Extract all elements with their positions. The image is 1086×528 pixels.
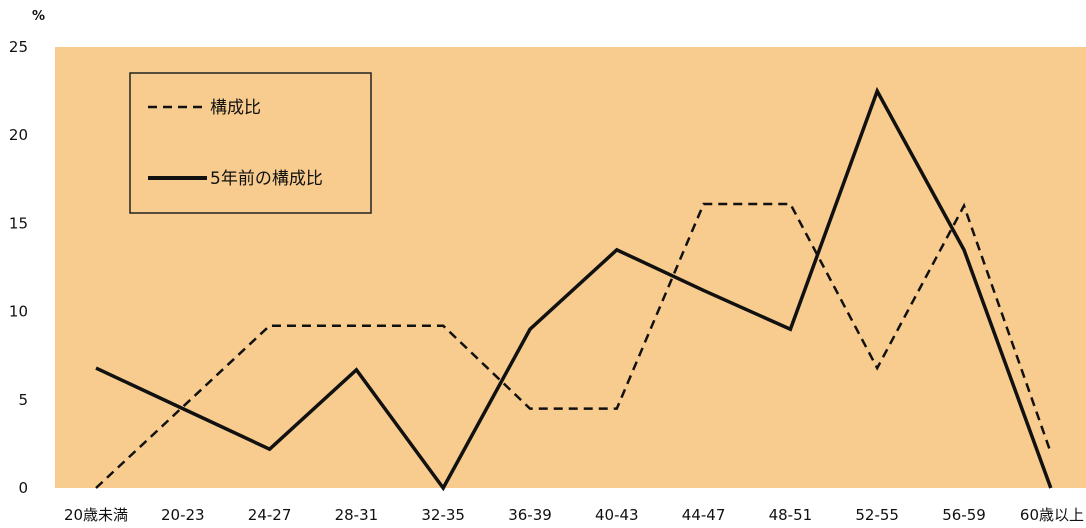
y-axis-ticks: 0 5 10 15 20 25 [9, 38, 28, 497]
plot-area [55, 47, 1086, 488]
x-tick-label: 20-23 [161, 506, 205, 524]
y-tick-label: 10 [9, 303, 28, 321]
x-tick-label: 36-39 [508, 506, 552, 524]
series-line-constitution-ratio [95, 202, 1052, 489]
x-tick-label: 28-31 [335, 506, 379, 524]
legend-box [129, 72, 372, 214]
x-tick-label: 40-43 [595, 506, 639, 524]
x-axis-ticks: 20歳未満 20-23 24-27 28-31 32-35 36-39 40-43 44-47… [64, 506, 1084, 524]
x-tick-label: 44-47 [682, 506, 726, 524]
x-tick-label: 56-59 [942, 506, 986, 524]
y-tick-label: 20 [9, 126, 28, 144]
y-tick-label: 5 [18, 391, 28, 409]
x-tick-label: 32-35 [421, 506, 465, 524]
y-tick-label: 0 [18, 479, 28, 497]
y-unit-label: % [32, 9, 45, 24]
y-tick-label: 15 [9, 214, 28, 232]
x-tick-label: 52-55 [855, 506, 899, 524]
series-line-5yr-ago-ratio [95, 86, 1053, 492]
legend-label-series-1: 構成比 [210, 98, 261, 118]
x-tick-label: 24-27 [248, 506, 292, 524]
x-tick-label: 20歳未満 [64, 506, 128, 524]
legend: 構成比 5年前の構成比 [129, 72, 372, 214]
y-tick-label: 25 [9, 38, 28, 56]
series-lines [95, 86, 1053, 492]
x-tick-label: 48-51 [769, 506, 813, 524]
legend-label-series-2: 5年前の構成比 [210, 169, 323, 189]
x-tick-label: 60歳以上 [1020, 506, 1084, 524]
